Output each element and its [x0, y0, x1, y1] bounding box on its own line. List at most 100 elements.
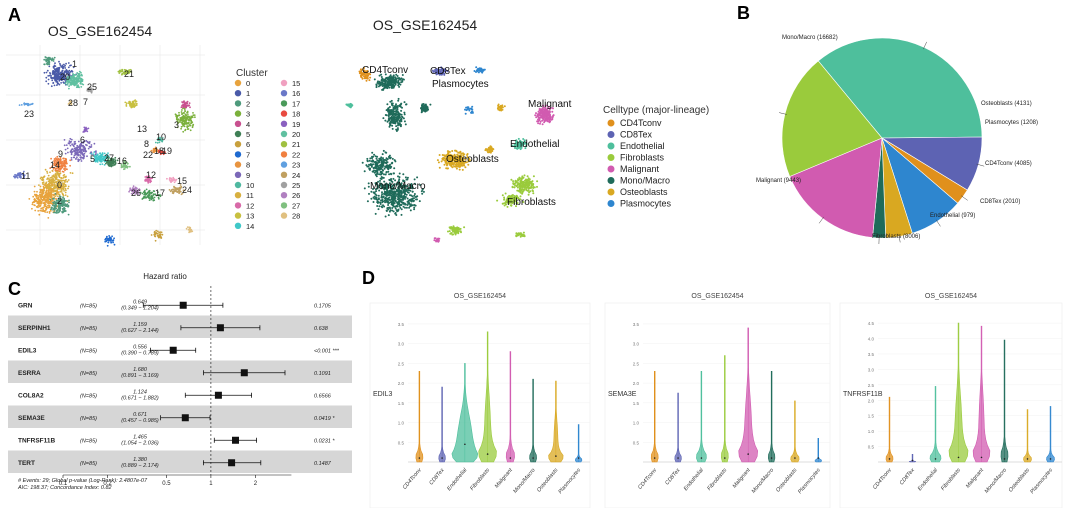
umap-point [186, 100, 189, 103]
umap-point [381, 201, 384, 204]
umap-point [18, 104, 21, 106]
umap-point [379, 81, 382, 84]
umap-point [45, 205, 47, 208]
cluster-legend-item: 14 [246, 222, 254, 231]
umap-point [49, 58, 51, 61]
umap-point [67, 77, 69, 80]
umap-point [410, 200, 413, 203]
umap-point [86, 130, 89, 133]
umap-point [489, 146, 492, 149]
umap-point [366, 159, 369, 162]
umap-point [183, 125, 186, 128]
umap-point [178, 121, 181, 123]
cluster-annotation: 1 [72, 59, 77, 69]
umap-point [543, 119, 546, 122]
cluster-annotation: 20 [60, 72, 70, 82]
umap-point [33, 190, 36, 193]
umap-point [43, 210, 45, 213]
umap-point [76, 144, 79, 147]
umap-point [174, 190, 176, 193]
umap-point [83, 128, 86, 131]
umap-point [176, 187, 179, 190]
umap-point [100, 153, 103, 156]
umap-point [45, 195, 48, 197]
umap-point [58, 78, 61, 80]
umap-point [159, 234, 162, 237]
umap-point [80, 158, 82, 160]
umap-point [43, 175, 46, 178]
umap-point [181, 105, 184, 107]
legend-swatch [280, 192, 288, 199]
umap-point [156, 148, 159, 151]
umap-point [121, 68, 123, 71]
umap-point [71, 70, 74, 73]
umap-point [51, 79, 54, 82]
umap-point [189, 106, 191, 109]
umap-point [161, 233, 164, 236]
umap-point [70, 102, 73, 105]
umap-point [68, 199, 70, 202]
umap-point [391, 202, 394, 205]
umap-point [181, 118, 183, 121]
umap-point [67, 142, 70, 145]
cluster-annotation: 27 [104, 153, 114, 163]
legend-swatch [234, 212, 242, 219]
umap-point [67, 62, 70, 64]
umap-point [100, 156, 103, 159]
umap-point [70, 153, 73, 156]
umap-point [381, 78, 383, 81]
umap-point [522, 234, 525, 237]
panel-label-a: A [8, 5, 21, 25]
umap-point [186, 126, 189, 128]
umap-point [396, 198, 399, 201]
umap-point [383, 87, 385, 90]
umap-point [96, 153, 99, 156]
umap-point [384, 82, 387, 85]
umap-point [186, 102, 189, 105]
umap-point [49, 202, 52, 205]
umap-point [73, 154, 76, 157]
umap-point [43, 198, 46, 201]
umap-point [514, 180, 517, 183]
umap-point [517, 179, 519, 182]
umap-point [44, 203, 47, 206]
umap-point [107, 241, 110, 244]
umap-point [393, 105, 396, 108]
umap-point [128, 100, 131, 103]
cluster-annotation: 26 [131, 188, 141, 198]
umap-point [69, 101, 72, 104]
umap-point [188, 116, 191, 119]
umap-point [174, 186, 177, 189]
umap-point [382, 149, 385, 152]
umap-point [79, 147, 82, 150]
umap-point [77, 76, 80, 78]
umap-point [63, 63, 65, 66]
umap-point [525, 189, 528, 191]
umap-point [519, 180, 522, 183]
umap-point [520, 188, 523, 191]
umap-point [183, 116, 185, 118]
umap-point [372, 167, 375, 169]
legend-swatch [280, 181, 288, 189]
umap-point [74, 74, 76, 76]
umap-point [187, 122, 189, 125]
umap-point [402, 173, 405, 176]
cluster-annotation: 3 [174, 120, 179, 130]
umap-point [193, 114, 196, 116]
legend-swatch [234, 181, 242, 189]
umap-point [130, 71, 133, 73]
umap-point [75, 76, 78, 79]
umap-point [533, 186, 536, 189]
umap-point [173, 181, 176, 184]
umap-point [381, 172, 384, 175]
umap-point [73, 77, 76, 79]
umap-point [180, 111, 183, 113]
umap-point [387, 208, 390, 211]
legend-swatch [280, 151, 288, 158]
umap-point [64, 158, 67, 160]
umap-point [189, 129, 192, 132]
umap-point [80, 142, 83, 145]
umap-point [68, 69, 71, 72]
legend-swatch [280, 79, 288, 87]
umap-point [369, 76, 372, 79]
